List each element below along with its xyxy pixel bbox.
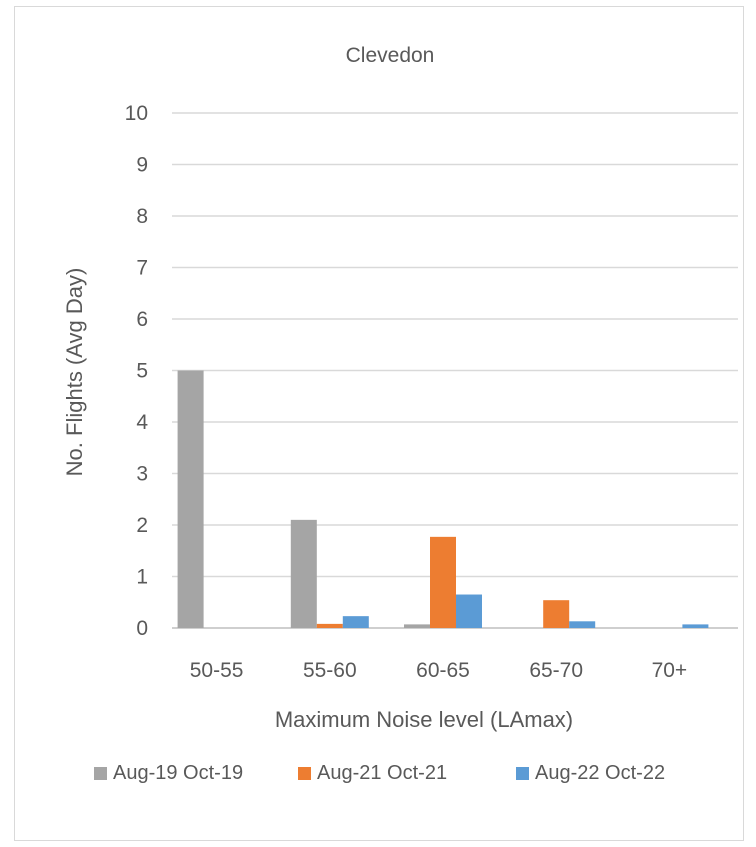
y-axis-label: No. Flights (Avg Day) [62,268,87,477]
gridlines [172,112,738,629]
x-tick-label: 55-60 [303,659,357,682]
bars [177,370,709,628]
legend: Aug-19 Oct-19 Aug-21 Oct-21 Aug-22 Oct-22 [94,762,665,784]
bar [543,600,570,628]
y-tick-label: 9 [136,154,148,177]
bar [342,616,369,628]
y-tick-label: 8 [136,205,148,228]
bar [177,370,204,628]
legend-swatch [94,767,107,780]
bar [569,621,596,628]
bar [316,623,343,628]
y-axis: 0 1 2 3 4 5 6 7 8 9 10 [125,102,149,640]
y-tick-label: 2 [136,514,148,537]
legend-swatch [298,767,311,780]
y-tick-label: 4 [136,411,148,434]
chart-frame [14,6,744,841]
y-tick-label: 7 [136,257,148,280]
chart-title: Clevedon [346,44,435,67]
bar [682,624,709,628]
y-tick-label: 5 [136,360,148,383]
legend-label: Aug-21 Oct-21 [317,762,447,784]
x-axis-label: Maximum Noise level (LAmax) [275,707,573,732]
legend-swatch [516,767,529,780]
bar [290,519,317,628]
y-tick-label: 3 [136,463,148,486]
y-tick-label: 6 [136,308,148,331]
legend-label: Aug-22 Oct-22 [535,762,665,784]
bar [456,594,482,628]
y-tick-label: 1 [136,566,148,589]
x-tick-label: 50-55 [190,659,244,682]
y-tick-label: 0 [136,617,148,640]
x-axis: 50-55 55-60 60-65 65-70 70+ [190,659,687,682]
bar [404,624,430,628]
x-tick-label: 60-65 [416,659,470,682]
bar [430,536,456,628]
x-tick-label: 70+ [652,659,688,682]
y-tick-label: 10 [125,102,148,125]
legend-label: Aug-19 Oct-19 [113,762,243,784]
x-tick-label: 65-70 [529,659,583,682]
